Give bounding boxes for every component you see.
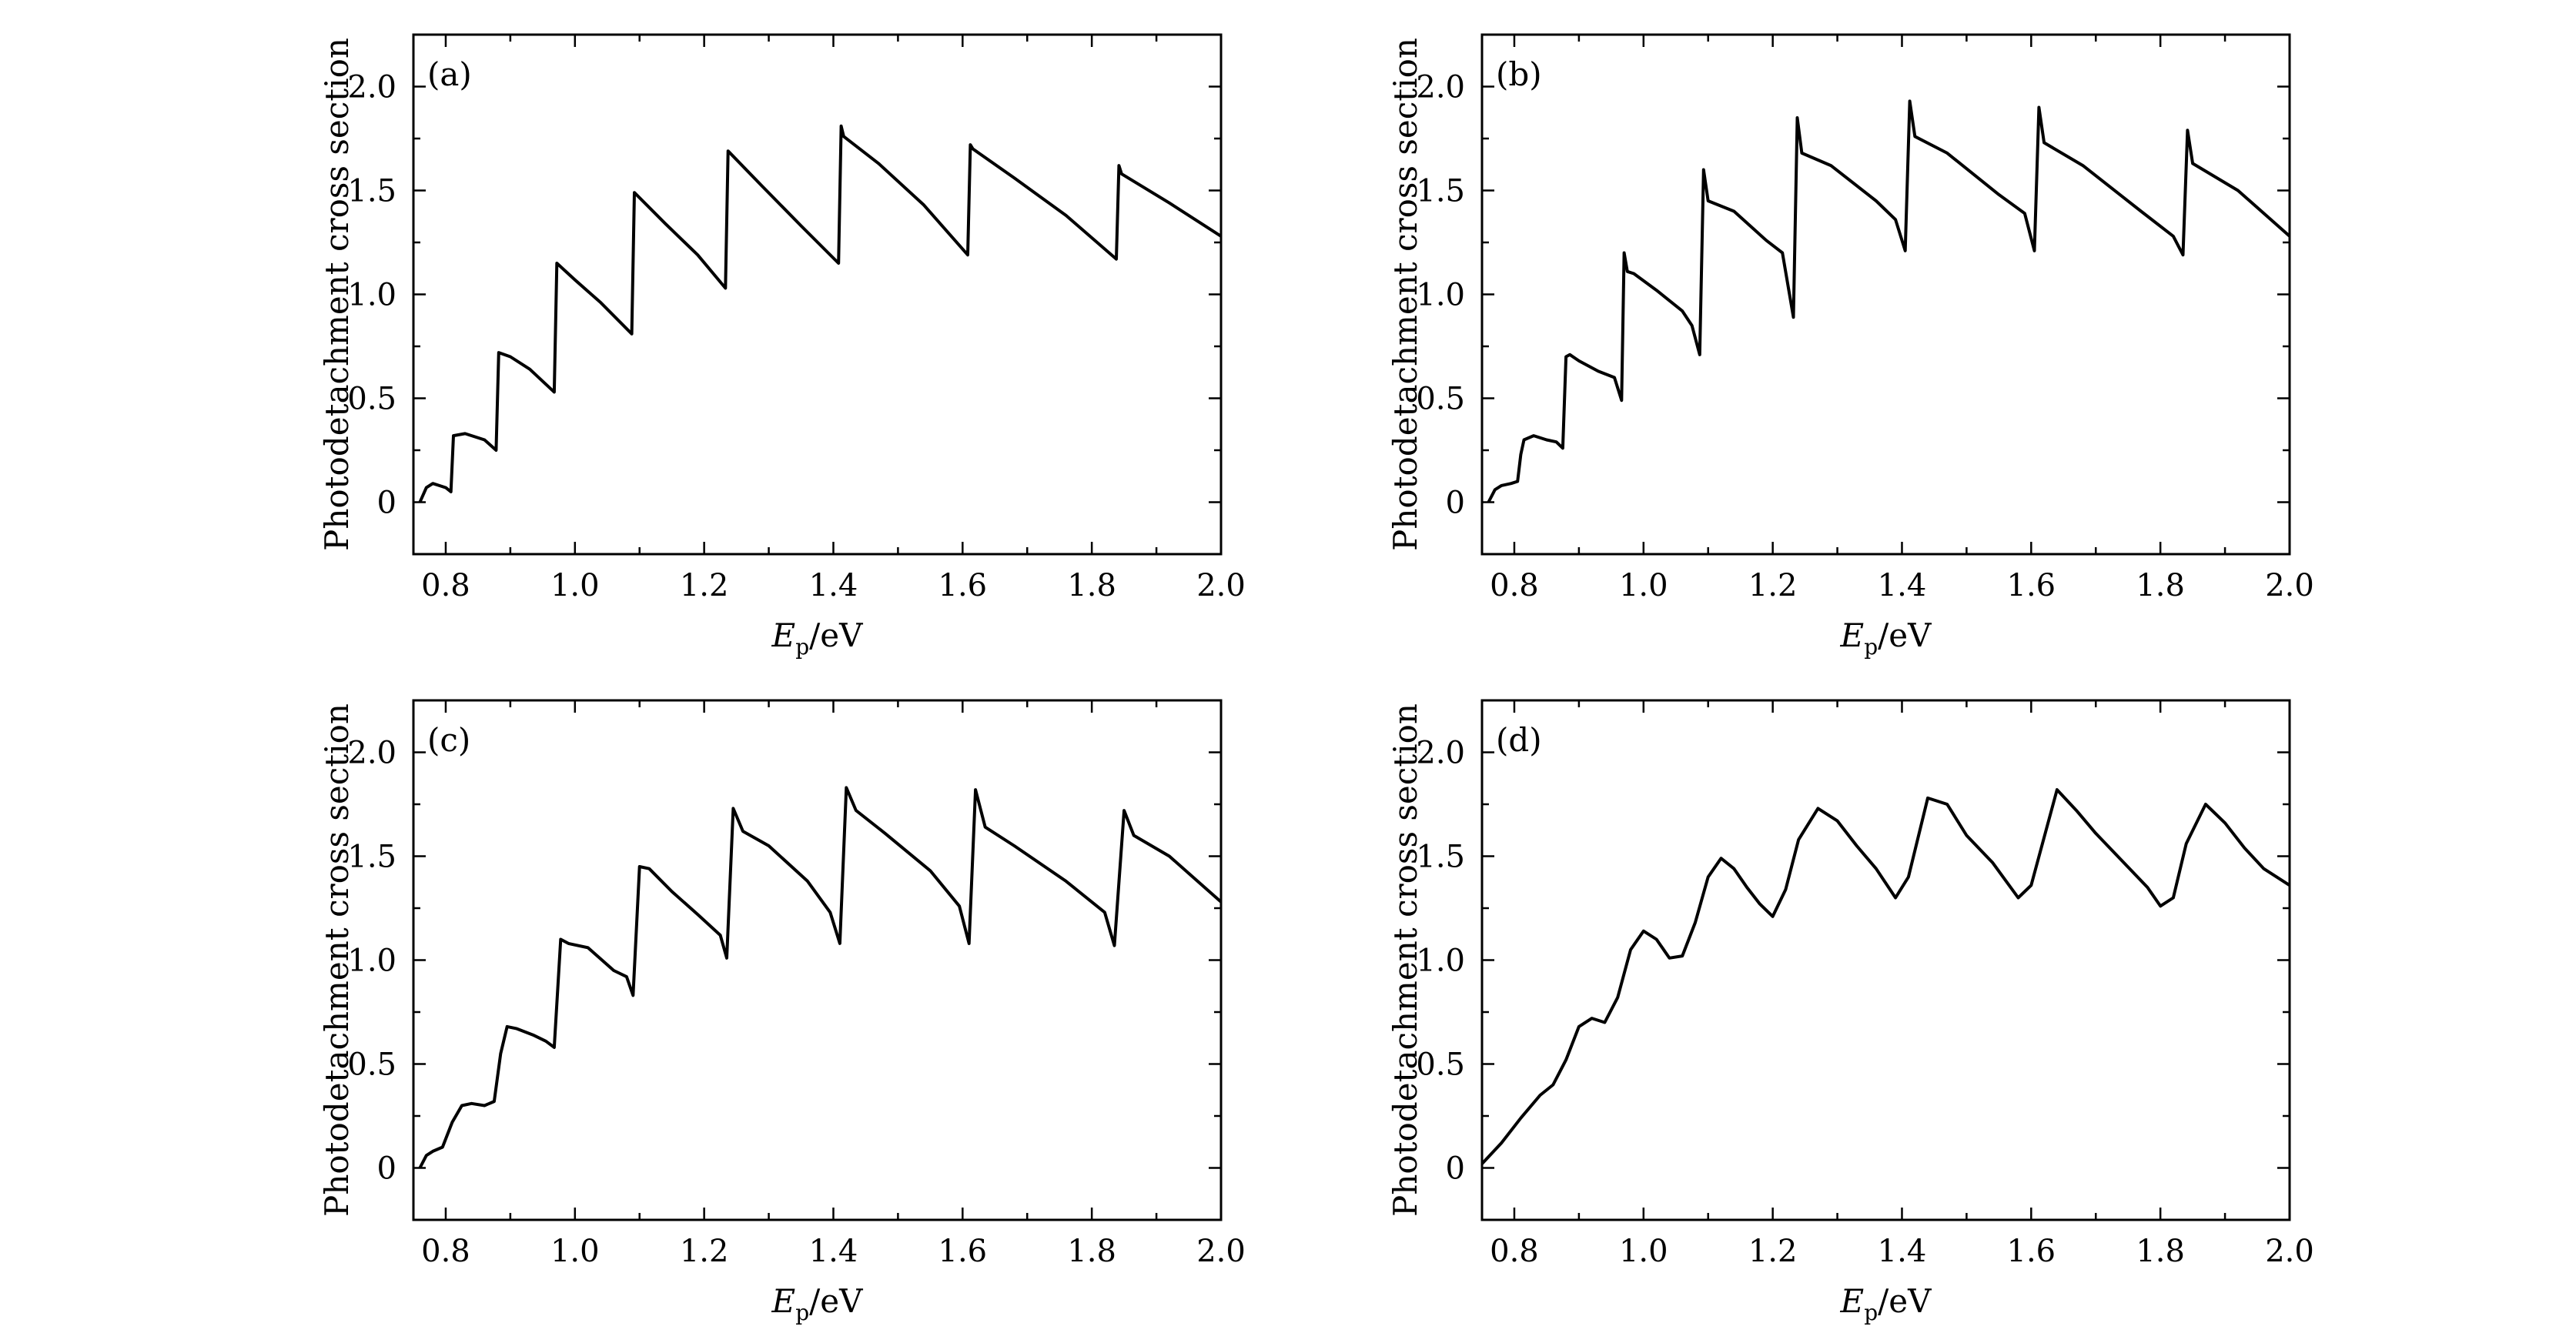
x-axis-symbol: E: [771, 1282, 796, 1320]
x-tick-label: 2.0: [2265, 1234, 2314, 1269]
x-tick-label: 1.8: [1067, 1234, 1116, 1269]
x-axis-subscript: p: [795, 1300, 809, 1325]
x-tick-label: 1.2: [680, 1234, 729, 1269]
panel-label: (b): [1496, 55, 1542, 93]
x-axis-unit: /eV: [1878, 1282, 1932, 1320]
y-tick-label: 1.5: [347, 840, 396, 875]
x-axis-unit: /eV: [809, 1282, 863, 1320]
x-tick-label: 1.2: [1748, 1234, 1798, 1269]
x-tick-label: 2.0: [1196, 568, 1246, 603]
x-tick-label: 2.0: [2265, 568, 2314, 603]
x-tick-label: 0.8: [1490, 1234, 1539, 1269]
y-tick-label: 0.5: [347, 382, 396, 417]
panel-label: (d): [1496, 721, 1542, 759]
x-tick-label: 1.6: [2007, 568, 2056, 603]
y-tick-label: 1.0: [347, 944, 396, 979]
x-axis-symbol: E: [1840, 616, 1865, 654]
x-tick-label: 1.6: [938, 1234, 988, 1269]
panel-a: 0.8 1.0 1.2 1.4 1.6 1.8 2.0 0 0.5 1.0 1.5 2.0 (a) Pho…: [318, 33, 1246, 660]
y-tick-label: 0.5: [1416, 382, 1465, 417]
y-tick-label: 0: [1446, 1151, 1465, 1187]
panel-label: (a): [427, 55, 472, 93]
plot-frame: [1480, 33, 2291, 556]
plot-frame: [412, 699, 1223, 1221]
y-tick-label: 0: [1446, 486, 1465, 521]
x-axis-unit: /eV: [1878, 616, 1932, 654]
x-tick-label: 0.8: [1490, 568, 1539, 603]
y-tick-label: 0.5: [347, 1047, 396, 1083]
y-tick-label: 1.0: [1416, 944, 1465, 979]
panel-d: 0.8 1.0 1.2 1.4 1.6 1.8 2.0 0 0.5 1.0 1.5 2.0 (d) Pho…: [1387, 699, 2314, 1325]
panel-b: 0.8 1.0 1.2 1.4 1.6 1.8 2.0 0 0.5 1.0 1.5 2.0 (b) Pho…: [1387, 33, 2314, 660]
x-tick-label: 2.0: [1196, 1234, 1246, 1269]
series-line: [418, 124, 1223, 503]
x-axis-title: Ep/eV: [771, 616, 864, 660]
x-tick-label: 1.8: [2136, 1234, 2185, 1269]
x-tick-label: 1.2: [1748, 568, 1798, 603]
y-tick-label: 1.0: [1416, 278, 1465, 313]
x-tick-label: 1.0: [1619, 1234, 1668, 1269]
x-tick-label: 1.8: [2136, 568, 2185, 603]
x-tick-label: 0.8: [421, 1234, 470, 1269]
y-tick-label: 0: [377, 1151, 396, 1187]
y-axis-title: Photodetachment cross section: [1387, 703, 1424, 1217]
x-tick-label: 1.4: [809, 1234, 858, 1269]
x-axis-symbol: E: [771, 616, 796, 654]
x-tick-label: 1.0: [550, 1234, 600, 1269]
x-tick-label: 1.8: [1067, 568, 1116, 603]
series-line: [1487, 99, 2291, 503]
x-axis-subscript: p: [1864, 1300, 1878, 1325]
x-tick-label: 1.6: [2007, 1234, 2056, 1269]
x-tick-label: 1.4: [1878, 1234, 1927, 1269]
x-axis-title: Ep/eV: [1840, 1282, 1932, 1325]
x-axis-symbol: E: [1840, 1282, 1865, 1320]
x-axis-title: Ep/eV: [1840, 616, 1932, 660]
y-axis-title: Photodetachment cross section: [1387, 38, 1424, 551]
y-tick-label: 2.0: [347, 736, 396, 771]
series-line: [418, 786, 1223, 1169]
x-tick-label: 0.8: [421, 568, 470, 603]
y-tick-label: 1.5: [1416, 840, 1465, 875]
x-axis-subscript: p: [1864, 634, 1878, 660]
panel-c: 0.8 1.0 1.2 1.4 1.6 1.8 2.0 0 0.5 1.0 1.5 2.0 (c) Pho…: [318, 699, 1246, 1325]
y-tick-label: 1.0: [347, 278, 396, 313]
x-tick-label: 1.0: [550, 568, 600, 603]
y-tick-label: 0.5: [1416, 1047, 1465, 1083]
x-tick-label: 1.4: [809, 568, 858, 603]
plot-frame: [1480, 699, 2291, 1221]
x-tick-label: 1.4: [1878, 568, 1927, 603]
x-axis-subscript: p: [795, 634, 809, 660]
y-tick-label: 2.0: [347, 70, 396, 105]
x-tick-label: 1.0: [1619, 568, 1668, 603]
y-tick-label: 1.5: [1416, 174, 1465, 209]
x-axis-title: Ep/eV: [771, 1282, 864, 1325]
y-tick-label: 1.5: [347, 174, 396, 209]
panel-label: (c): [427, 721, 470, 759]
x-tick-label: 1.6: [938, 568, 988, 603]
y-tick-label: 2.0: [1416, 736, 1465, 771]
x-axis-unit: /eV: [809, 616, 863, 654]
series-line: [1480, 788, 2291, 1165]
y-tick-label: 2.0: [1416, 70, 1465, 105]
y-axis-title: Photodetachment cross section: [318, 703, 356, 1217]
y-axis-title: Photodetachment cross section: [318, 38, 356, 551]
x-tick-label: 1.2: [680, 568, 729, 603]
plot-frame: [412, 33, 1223, 556]
y-tick-label: 0: [377, 486, 396, 521]
